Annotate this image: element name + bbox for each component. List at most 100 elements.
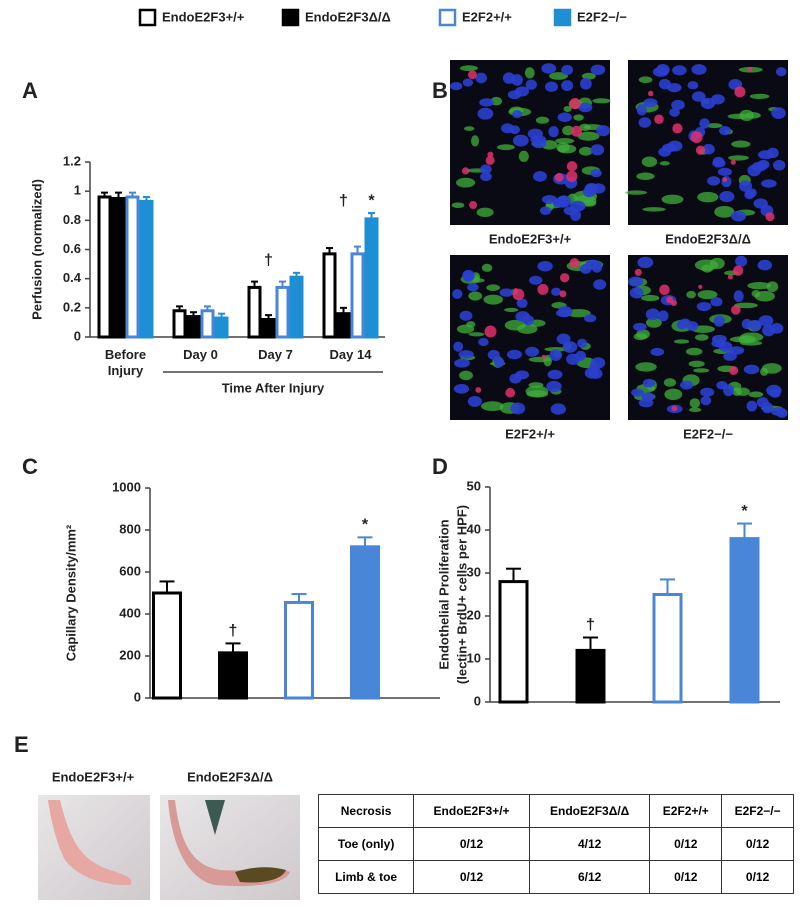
nucleus <box>537 260 553 272</box>
stain <box>671 405 678 412</box>
stain <box>727 274 733 280</box>
nucleus <box>590 168 602 178</box>
nucleus <box>547 369 563 380</box>
cell-process <box>728 155 749 161</box>
cell-process <box>697 290 718 300</box>
table-cell: 6/12 <box>528 860 651 894</box>
micrograph <box>625 60 788 225</box>
nucleus <box>583 186 596 198</box>
micrograph-label: E2F2−/− <box>683 426 733 441</box>
stain <box>698 284 703 289</box>
cell-process <box>525 385 549 397</box>
table-cell: 0/12 <box>413 860 530 894</box>
y-tick-label: 1000 <box>112 479 141 494</box>
nucleus <box>629 287 644 299</box>
nucleus <box>746 400 758 412</box>
stain <box>559 290 567 298</box>
table-cell: 0/12 <box>721 860 794 894</box>
cell-process <box>535 116 550 124</box>
stain <box>571 125 582 137</box>
nucleus <box>757 259 772 271</box>
y-axis-label: (lectin+ BrdU+ cells per HPF) <box>454 505 469 684</box>
nucleus <box>510 402 526 415</box>
table-cell: 0/12 <box>649 827 723 861</box>
x-tick-label: Day 0 <box>183 347 218 362</box>
nucleus <box>743 364 760 375</box>
cell-process <box>695 334 709 341</box>
cell-process <box>731 140 751 148</box>
bar <box>247 285 262 339</box>
micrograph <box>628 255 788 420</box>
y-tick-label: 1 <box>74 183 81 198</box>
nucleus <box>631 388 645 397</box>
stain <box>695 145 706 155</box>
stain <box>537 283 549 295</box>
nucleus <box>696 301 712 312</box>
bar <box>152 591 182 700</box>
stain <box>541 354 546 360</box>
nucleus <box>638 117 652 128</box>
cell-process <box>638 76 653 84</box>
nucleus <box>739 180 753 192</box>
cell-process <box>748 391 764 398</box>
annotation: * <box>368 192 375 209</box>
nucleus <box>652 66 669 77</box>
nucleus <box>758 315 774 327</box>
nucleus <box>637 256 654 269</box>
table-cell: EndoE2F3Δ/Δ <box>528 794 651 828</box>
cell-process <box>562 125 575 136</box>
nucleus <box>669 108 680 117</box>
y-tick-label: 800 <box>119 521 141 536</box>
cell-process <box>573 114 584 121</box>
nucleus <box>721 175 732 188</box>
nucleus <box>450 82 463 91</box>
nucleus <box>553 198 565 208</box>
cell-process <box>504 307 519 313</box>
stain <box>566 170 578 182</box>
cell-process <box>734 302 758 309</box>
nucleus <box>577 338 588 348</box>
stain <box>729 365 739 375</box>
nucleus <box>477 107 494 120</box>
bar <box>111 196 126 339</box>
y-tick-label: 10 <box>467 650 481 665</box>
annotation: † <box>586 617 595 634</box>
bar <box>186 315 201 339</box>
nucleus <box>551 287 562 296</box>
panel-label: D <box>432 454 448 479</box>
stain <box>654 114 664 125</box>
cell-process <box>709 257 725 270</box>
nucleus <box>467 395 482 407</box>
stain <box>560 273 570 283</box>
bar <box>336 312 351 339</box>
nucleus <box>702 143 715 155</box>
stain <box>734 86 746 98</box>
legend-swatch <box>138 8 157 27</box>
cell-process <box>481 263 493 272</box>
y-tick-label: 0.8 <box>63 212 81 227</box>
cell-process <box>727 113 750 119</box>
nucleus <box>549 349 562 361</box>
nucleus <box>757 150 774 160</box>
nucleus <box>747 164 761 177</box>
nucleus <box>502 72 515 84</box>
nucleus <box>516 298 528 308</box>
stain <box>512 288 525 301</box>
nucleus <box>480 164 492 175</box>
stain <box>730 159 736 165</box>
table-cell: E2F2−/− <box>721 794 794 828</box>
bar <box>575 648 606 704</box>
nucleus <box>775 67 787 77</box>
cell-process <box>745 112 761 119</box>
cell-process <box>504 319 526 331</box>
table-cell: 4/12 <box>528 827 651 861</box>
nucleus <box>570 200 586 212</box>
cell-process <box>483 294 503 305</box>
cell-process <box>592 98 611 104</box>
cell-process <box>636 172 655 180</box>
bar <box>498 580 529 704</box>
cell-process <box>689 398 701 409</box>
nucleus <box>717 167 732 176</box>
